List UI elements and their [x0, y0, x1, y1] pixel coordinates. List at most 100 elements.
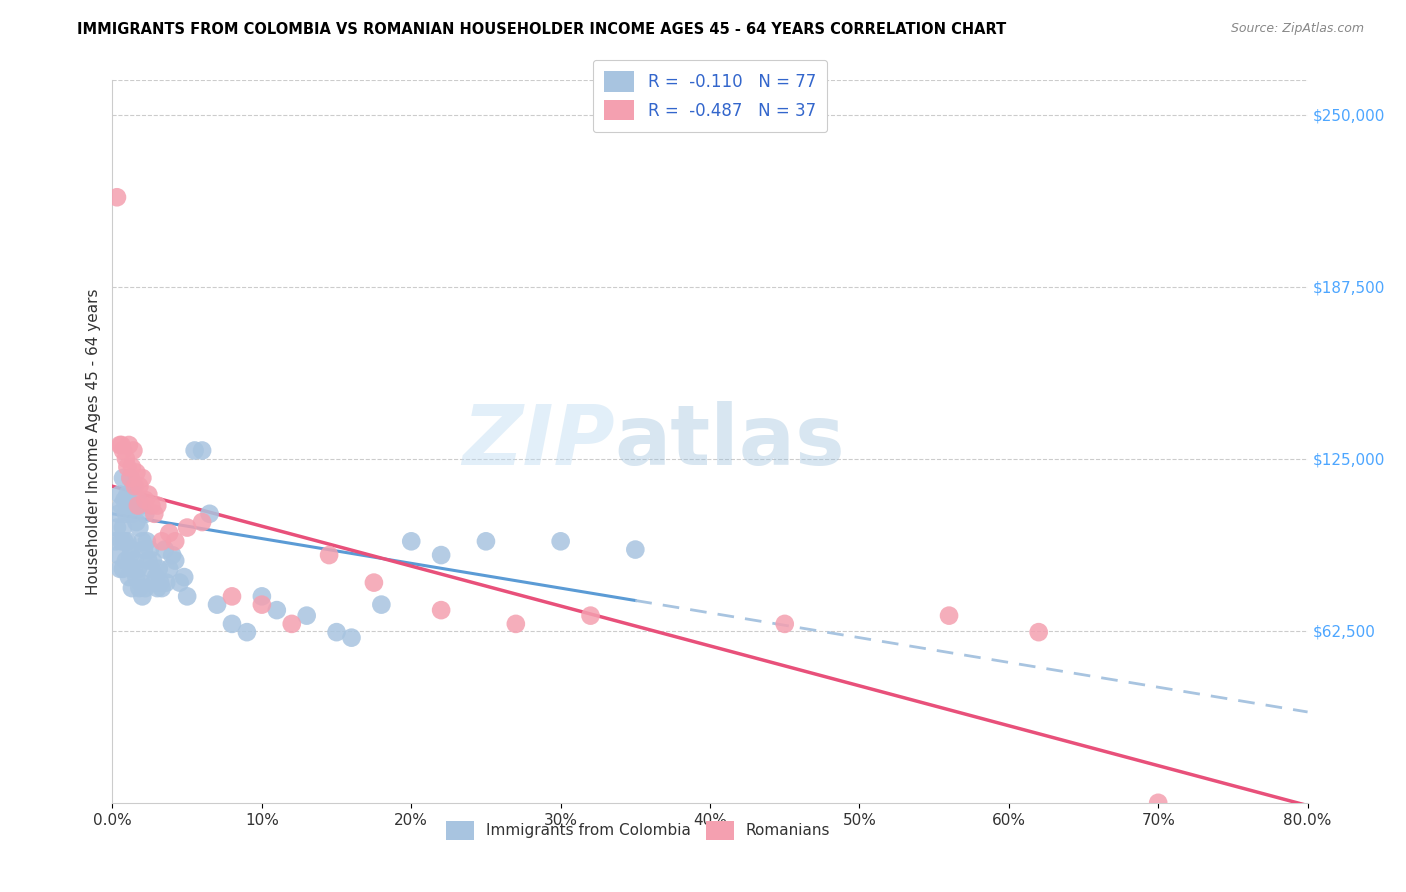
Point: [128, 581, 150, 595]
Point: [169, 575, 191, 590]
Point: [143, 507, 166, 521]
Point: [125, 466, 148, 480]
Point: [205, 598, 228, 612]
Point: [118, 438, 141, 452]
Point: [104, 534, 127, 549]
Point: [105, 190, 128, 204]
Point: [191, 515, 214, 529]
Point: [221, 590, 243, 604]
Point: [176, 590, 198, 604]
Point: [124, 499, 146, 513]
Point: [153, 542, 176, 557]
Point: [370, 598, 392, 612]
Point: [236, 625, 259, 640]
Point: [148, 562, 170, 576]
Point: [121, 507, 143, 521]
Point: [122, 562, 145, 576]
Point: [134, 581, 156, 595]
Point: [128, 479, 150, 493]
Point: [122, 479, 145, 493]
Point: [129, 499, 152, 513]
Point: [624, 542, 647, 557]
Point: [131, 471, 153, 485]
Point: [138, 553, 160, 567]
Point: [142, 553, 165, 567]
Point: [117, 534, 139, 549]
Y-axis label: Householder Income Ages 45 - 64 years: Householder Income Ages 45 - 64 years: [86, 288, 101, 595]
Point: [139, 542, 162, 557]
Point: [250, 590, 273, 604]
Point: [120, 471, 142, 485]
Point: [118, 499, 141, 513]
Point: [115, 507, 138, 521]
Point: [505, 616, 527, 631]
Point: [114, 493, 135, 508]
Point: [120, 548, 142, 562]
Point: [114, 534, 135, 549]
Point: [107, 548, 129, 562]
Point: [122, 443, 145, 458]
Point: [773, 616, 796, 631]
Point: [121, 581, 143, 595]
Point: [131, 534, 153, 549]
Point: [132, 542, 155, 557]
Point: [173, 570, 195, 584]
Point: [165, 534, 187, 549]
Point: [111, 443, 134, 458]
Point: [430, 603, 453, 617]
Point: [579, 608, 602, 623]
Point: [150, 581, 173, 595]
Point: [110, 499, 132, 513]
Point: [111, 520, 134, 534]
Point: [108, 487, 131, 501]
Point: [108, 562, 131, 576]
Point: [430, 548, 453, 562]
Point: [111, 562, 134, 576]
Point: [176, 520, 198, 534]
Point: [138, 487, 160, 501]
Point: [250, 598, 273, 612]
Point: [124, 479, 146, 493]
Point: [198, 507, 221, 521]
Point: [125, 515, 148, 529]
Point: [183, 443, 205, 458]
Point: [340, 631, 363, 645]
Point: [191, 443, 214, 458]
Point: [157, 562, 180, 576]
Point: [145, 570, 167, 584]
Point: [128, 520, 150, 534]
Point: [266, 603, 288, 617]
Point: [141, 562, 163, 576]
Point: [115, 553, 138, 567]
Point: [281, 616, 304, 631]
Point: [118, 570, 141, 584]
Point: [938, 608, 960, 623]
Point: [127, 493, 149, 508]
Point: [318, 548, 340, 562]
Point: [149, 575, 172, 590]
Point: [550, 534, 572, 549]
Point: [127, 562, 149, 576]
Point: [121, 542, 143, 557]
Point: [221, 616, 243, 631]
Point: [108, 438, 131, 452]
Point: [135, 534, 157, 549]
Point: [475, 534, 498, 549]
Point: [115, 451, 138, 466]
Point: [146, 581, 169, 595]
Point: [121, 460, 143, 475]
Point: [401, 534, 423, 549]
Point: [110, 534, 132, 549]
Point: [110, 438, 132, 452]
Point: [146, 499, 169, 513]
Text: Source: ZipAtlas.com: Source: ZipAtlas.com: [1230, 22, 1364, 36]
Point: [143, 575, 166, 590]
Point: [162, 548, 183, 562]
Point: [134, 507, 156, 521]
Point: [107, 507, 129, 521]
Point: [155, 575, 177, 590]
Text: IMMIGRANTS FROM COLOMBIA VS ROMANIAN HOUSEHOLDER INCOME AGES 45 - 64 YEARS CORRE: IMMIGRANTS FROM COLOMBIA VS ROMANIAN HOU…: [77, 22, 1007, 37]
Point: [165, 553, 187, 567]
Point: [150, 534, 173, 549]
Point: [134, 493, 156, 508]
